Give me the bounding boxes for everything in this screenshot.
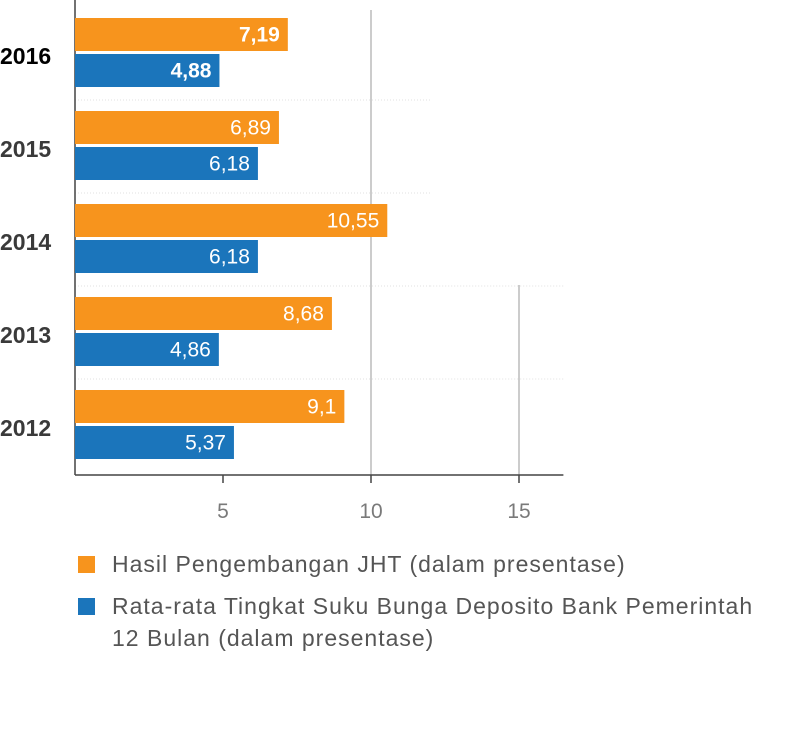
bar-value-label: 7,19 — [239, 24, 280, 47]
bar-value-label: 10,55 — [327, 210, 380, 233]
legend-item-deposito: Rata-rata Tingkat Suku Bunga Deposito Ba… — [78, 590, 778, 654]
x-tick-label-5: 5 — [217, 500, 229, 523]
category-label-2014: 2014 — [0, 229, 51, 255]
bar-value-label: 5,37 — [185, 432, 226, 455]
bar-deposito-2015 — [75, 147, 258, 180]
legend-label-jht: Hasil Pengembangan JHT (dalam presentase… — [112, 551, 626, 577]
category-label-2013: 2013 — [0, 322, 51, 348]
category-label-2016: 2016 — [0, 43, 51, 69]
legend-swatch-orange — [78, 556, 95, 573]
bar-deposito-2012 — [75, 426, 234, 459]
bar-jht-2014 — [75, 204, 388, 237]
bar-value-label: 6,18 — [209, 246, 250, 269]
bar-deposito-2014 — [75, 240, 258, 273]
bar-value-label: 6,89 — [230, 117, 271, 140]
category-label-2012: 2012 — [0, 415, 51, 441]
bar-chart-svg: 5 10 15 2016 7,19 4,88 2015 6,89 6,18 2014 10,55 6,… — [0, 0, 564, 523]
bar-value-label: 9,1 — [307, 396, 336, 419]
x-tick-label-10: 10 — [359, 500, 382, 523]
legend-item-jht: Hasil Pengembangan JHT (dalam presentase… — [78, 548, 778, 580]
x-tick-label-15: 15 — [507, 500, 530, 523]
legend-label-deposito: Rata-rata Tingkat Suku Bunga Deposito Ba… — [112, 593, 754, 651]
bar-jht-2012 — [75, 390, 345, 423]
bar-value-label: 4,88 — [171, 60, 212, 83]
category-label-2015: 2015 — [0, 136, 51, 162]
bar-jht-2013 — [75, 297, 332, 330]
bar-value-label: 8,68 — [283, 303, 324, 326]
bar-deposito-2013 — [75, 333, 219, 366]
bar-value-label: 6,18 — [209, 153, 250, 176]
bar-deposito-2016 — [75, 54, 220, 87]
bar-jht-2015 — [75, 111, 279, 144]
legend-swatch-blue — [78, 598, 95, 615]
bar-value-label: 4,86 — [170, 339, 211, 362]
legend: Hasil Pengembangan JHT (dalam presentase… — [78, 548, 778, 664]
bar-jht-2016 — [75, 18, 288, 51]
